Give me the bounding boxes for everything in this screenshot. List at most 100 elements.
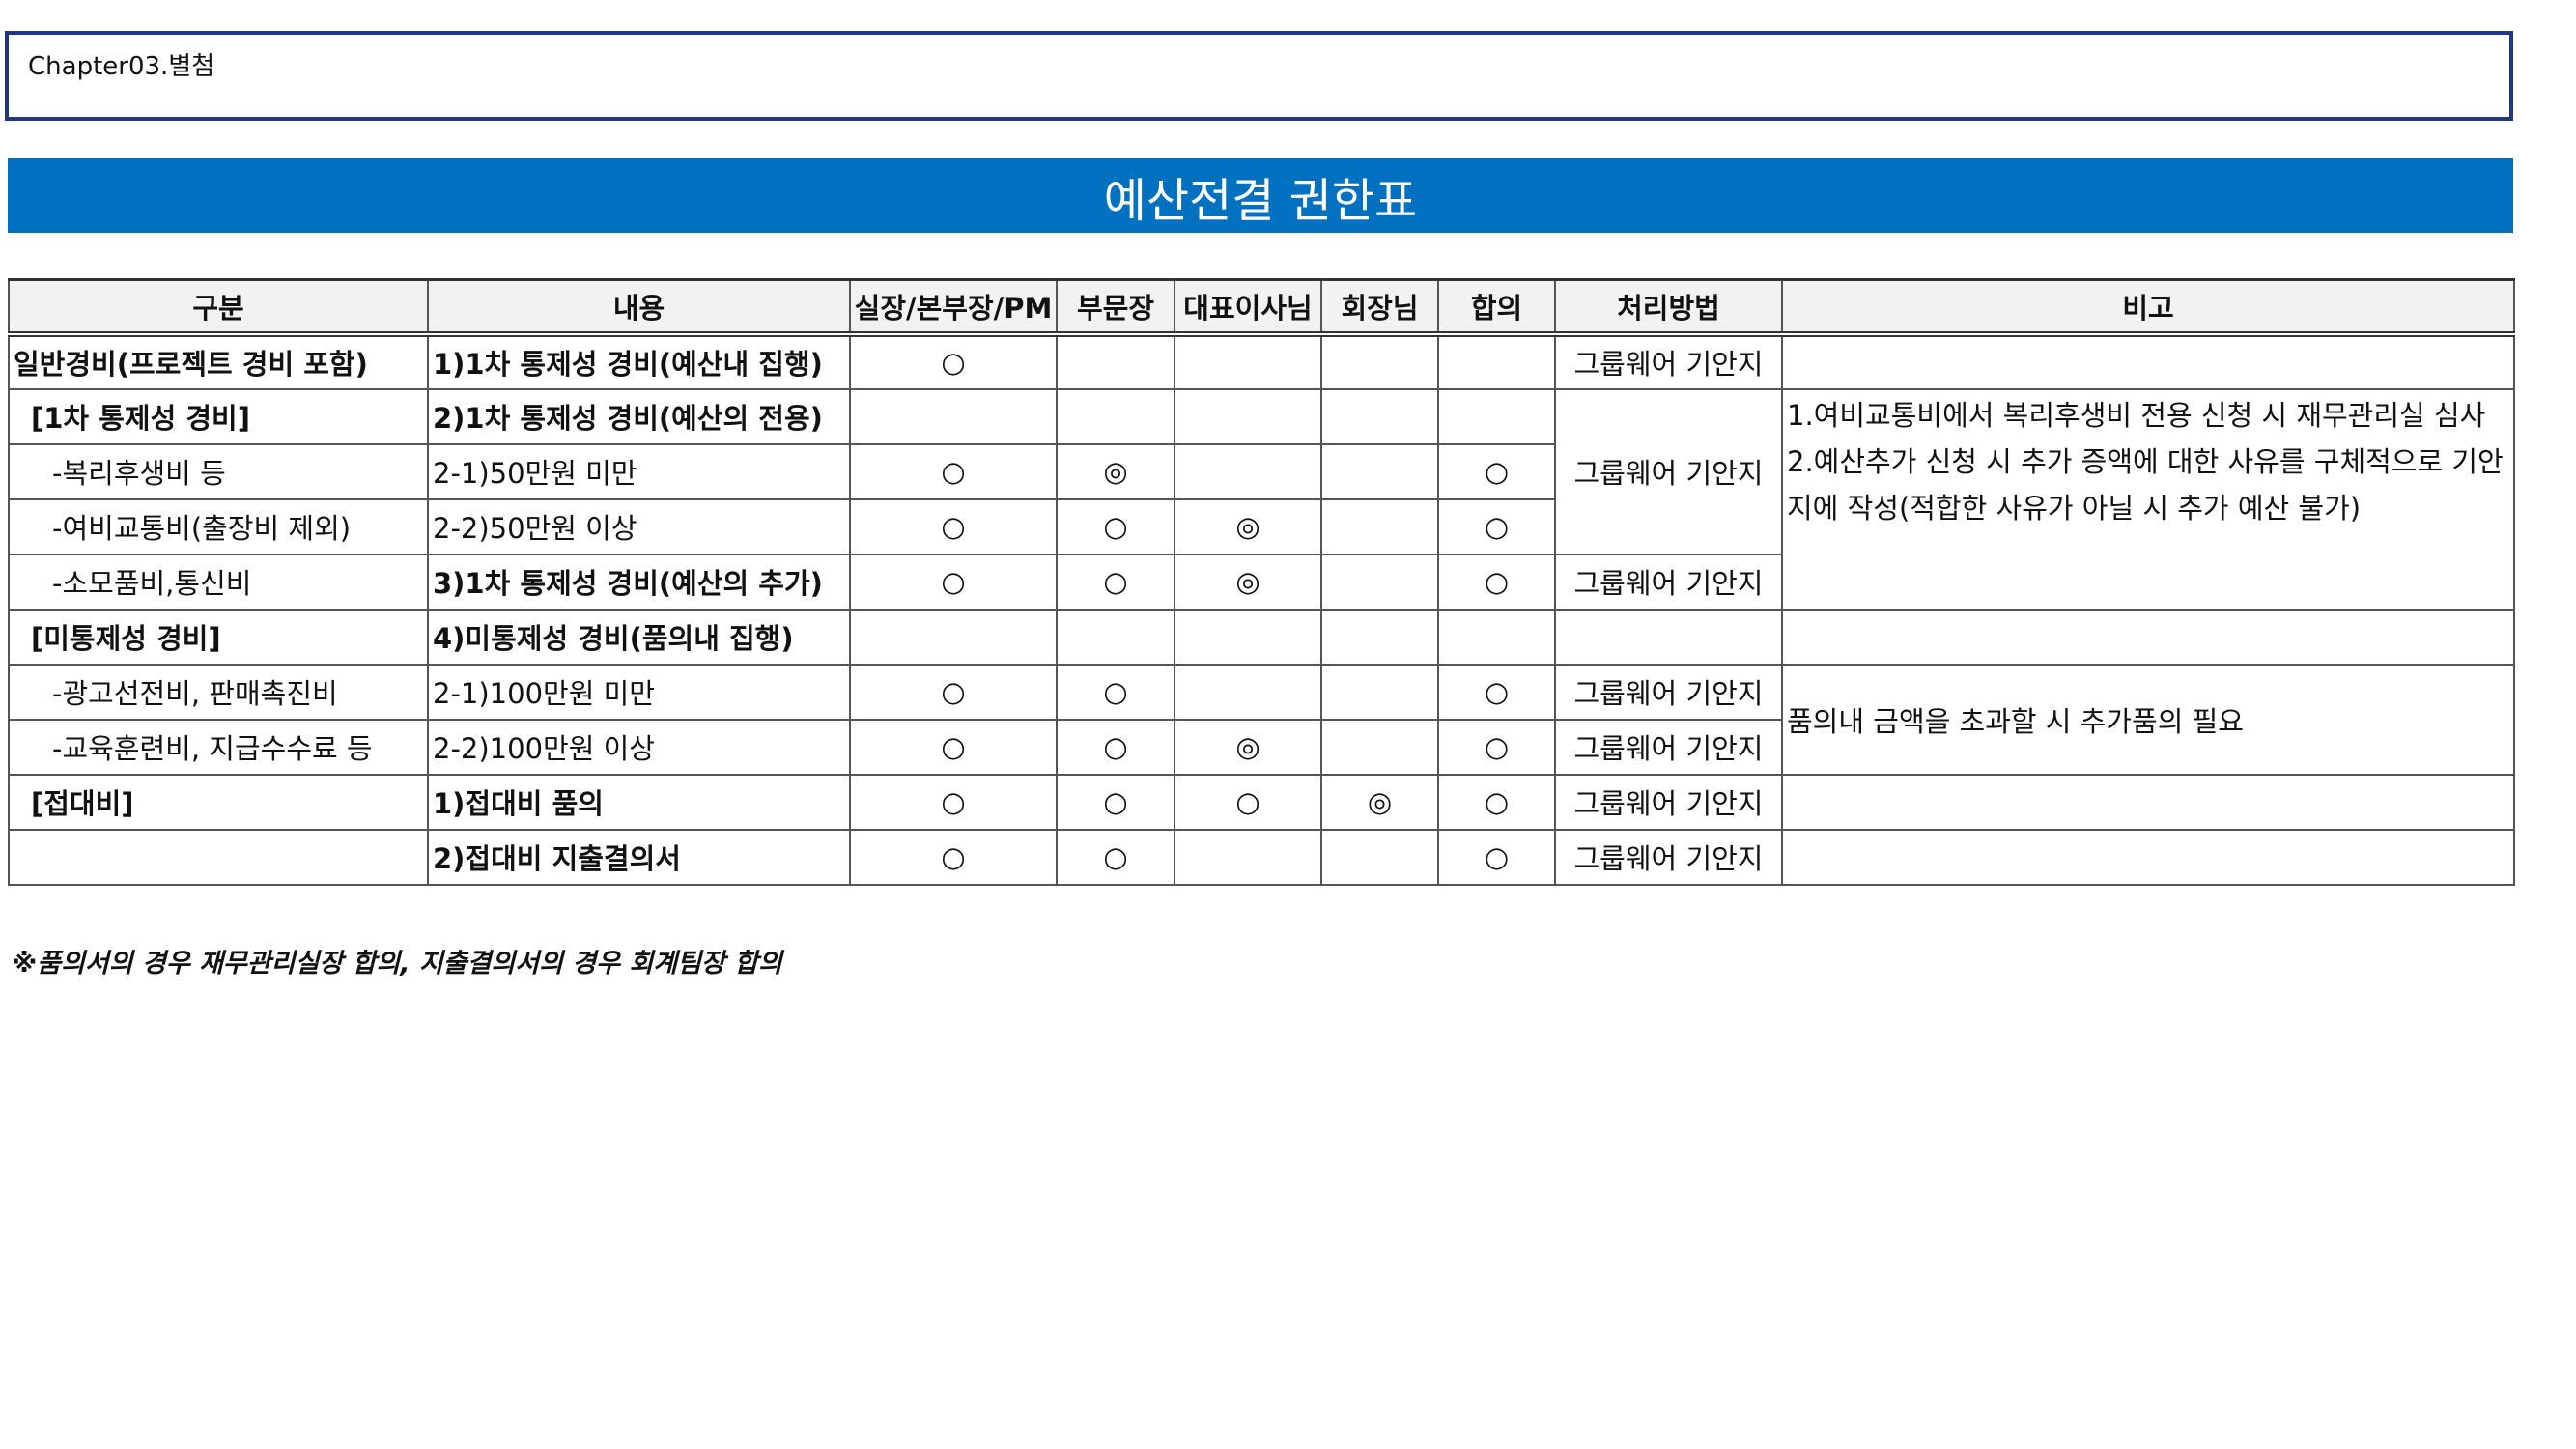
row-method: 그룹웨어 기안지 [1554, 553, 1783, 611]
mark-division-head: ○ [1056, 773, 1175, 831]
mark-division-head: ○ [1056, 828, 1175, 886]
row-category: [미통제성 경비] [8, 608, 429, 666]
mark-division-head: ○ [1056, 497, 1175, 555]
row-content: 2-1)100만원 미만 [427, 663, 851, 721]
mark-manager: ○ [849, 553, 1058, 611]
chapter-label: Chapter03.별첨 [28, 52, 215, 81]
header-remarks: 비고 [1781, 278, 2515, 337]
mark-agreement [1437, 332, 1556, 390]
mark-agreement: ○ [1437, 663, 1556, 721]
mark-chairman: ◎ [1320, 773, 1439, 831]
mark-agreement: ○ [1437, 773, 1556, 831]
row-method: 그룹웨어 기안지 [1554, 718, 1783, 776]
mark-agreement: ○ [1437, 718, 1556, 776]
remarks-note: 1.여비교통비에서 복리후생비 전용 신청 시 재무관리실 심사 2.예산추가 … [1781, 387, 2515, 611]
mark-agreement: ○ [1437, 497, 1556, 555]
remarks-note-2: 품의내 금액을 초과할 시 추가품의 필요 [1781, 663, 2515, 776]
mark-division-head [1056, 332, 1175, 390]
row-content: 2-1)50만원 미만 [427, 442, 851, 500]
header-method: 처리방법 [1554, 278, 1783, 337]
table-row: [미통제성 경비] 4)미통제성 경비(품의내 집행) [8, 608, 2515, 666]
mark-ceo: ◎ [1174, 553, 1322, 611]
row-method: 그룹웨어 기안지 [1554, 332, 1783, 390]
footnote: ※품의서의 경우 재무관리실장 합의, 지출결의서의 경우 회계팀장 합의 [12, 949, 782, 979]
table-row: -광고선전비, 판매촉진비 2-1)100만원 미만 ○ ○ ○ 그룹웨어 기안… [8, 663, 2515, 776]
mark-chairman [1320, 663, 1439, 721]
table-row: 2)접대비 지출결의서 ○ ○ ○ 그룹웨어 기안지 [8, 828, 2515, 886]
mark-chairman [1320, 718, 1439, 776]
remarks-line-2: 2.예산추가 신청 시 추가 증액에 대한 사유를 구체적으로 기안지에 작성(… [1787, 444, 2504, 525]
header-ceo: 대표이사님 [1174, 278, 1322, 337]
mark-manager: ○ [849, 663, 1058, 721]
mark-agreement [1437, 608, 1556, 666]
row-remarks [1781, 828, 2515, 886]
row-remarks [1781, 773, 2515, 831]
table-row: [접대비] 1)접대비 품의 ○ ○ ○ ◎ ○ 그룹웨어 기안지 [8, 773, 2515, 831]
mark-agreement: ○ [1437, 553, 1556, 611]
header-chairman: 회장님 [1320, 278, 1439, 337]
table-row: -교육훈련비, 지급수수료 등 2-2)100만원 이상 ○ ○ ◎ ○ 그룹웨… [8, 718, 2514, 776]
row-method [1554, 608, 1783, 666]
mark-chairman [1320, 608, 1439, 666]
row-content: 3)1차 통제성 경비(예산의 추가) [427, 553, 851, 611]
row-category: -소모품비,통신비 [8, 553, 429, 611]
header-category: 구분 [8, 278, 429, 337]
mark-chairman [1320, 553, 1439, 611]
header-division-head: 부문장 [1056, 278, 1175, 337]
mark-manager: ○ [849, 497, 1058, 555]
row-content: 2)1차 통제성 경비(예산의 전용) [427, 387, 851, 445]
table-row: [1차 통제성 경비] 2)1차 통제성 경비(예산의 전용) 그룹웨어 기안지… [8, 387, 2515, 611]
row-category: -교육훈련비, 지급수수료 등 [8, 718, 429, 776]
mark-agreement [1437, 387, 1556, 445]
chapter-header-box: Chapter03.별첨 [5, 31, 2513, 121]
mark-chairman [1320, 387, 1439, 445]
header-row: 구분 내용 실장/본부장/PM 부문장 대표이사님 회장님 합의 처리방법 비고 [8, 278, 2515, 337]
table-row: 일반경비(프로젝트 경비 포함) 1)1차 통제성 경비(예산내 집행) ○ 그… [8, 332, 2515, 390]
mark-chairman [1320, 828, 1439, 886]
mark-manager: ○ [849, 828, 1058, 886]
header-manager: 실장/본부장/PM [849, 278, 1058, 337]
row-method: 그룹웨어 기안지 [1554, 773, 1783, 831]
row-method: 그룹웨어 기안지 [1554, 828, 1783, 886]
mark-agreement: ○ [1437, 442, 1556, 500]
mark-manager: ○ [849, 442, 1058, 500]
mark-division-head: ○ [1056, 718, 1175, 776]
mark-ceo: ○ [1174, 773, 1322, 831]
mark-chairman [1320, 497, 1439, 555]
mark-ceo [1174, 332, 1322, 390]
header-content: 내용 [427, 278, 851, 337]
mark-ceo [1174, 828, 1322, 886]
mark-chairman [1320, 332, 1439, 390]
table-row: -소모품비,통신비 3)1차 통제성 경비(예산의 추가) ○ ○ ◎ ○ 그룹… [8, 553, 2514, 611]
row-category: [접대비] [8, 773, 429, 831]
mark-ceo [1174, 442, 1322, 500]
mark-division-head: ◎ [1056, 442, 1175, 500]
remarks-line-1: 1.여비교통비에서 복리후생비 전용 신청 시 재무관리실 심사 [1787, 398, 2486, 432]
mark-ceo: ◎ [1174, 497, 1322, 555]
row-category: [1차 통제성 경비] [8, 387, 429, 445]
mark-division-head [1056, 387, 1175, 445]
header-agreement: 합의 [1437, 278, 1556, 337]
mark-manager: ○ [849, 718, 1058, 776]
row-method-merged: 그룹웨어 기안지 [1554, 387, 1783, 555]
row-content: 2-2)50만원 이상 [427, 497, 851, 555]
mark-ceo [1174, 608, 1322, 666]
table-row: -여비교통비(출장비 제외) 2-2)50만원 이상 ○ ○ ◎ ○ [8, 497, 2514, 555]
page-title: 예산전결 권한표 [8, 158, 2513, 233]
row-remarks [1781, 332, 2515, 390]
mark-ceo [1174, 387, 1322, 445]
mark-ceo: ◎ [1174, 718, 1322, 776]
budget-authority-table: 구분 내용 실장/본부장/PM 부문장 대표이사님 회장님 합의 처리방법 비고… [8, 278, 2515, 886]
row-content: 1)1차 통제성 경비(예산내 집행) [427, 332, 851, 390]
table-row: -복리후생비 등 2-1)50만원 미만 ○ ◎ ○ [8, 442, 2514, 500]
row-content: 2-2)100만원 이상 [427, 718, 851, 776]
mark-ceo [1174, 663, 1322, 721]
row-category: -광고선전비, 판매촉진비 [8, 663, 429, 721]
row-content: 4)미통제성 경비(품의내 집행) [427, 608, 851, 666]
mark-manager: ○ [849, 773, 1058, 831]
mark-division-head: ○ [1056, 553, 1175, 611]
row-method: 그룹웨어 기안지 [1554, 663, 1783, 721]
mark-chairman [1320, 442, 1439, 500]
row-remarks [1781, 608, 2515, 666]
row-category [8, 828, 429, 886]
